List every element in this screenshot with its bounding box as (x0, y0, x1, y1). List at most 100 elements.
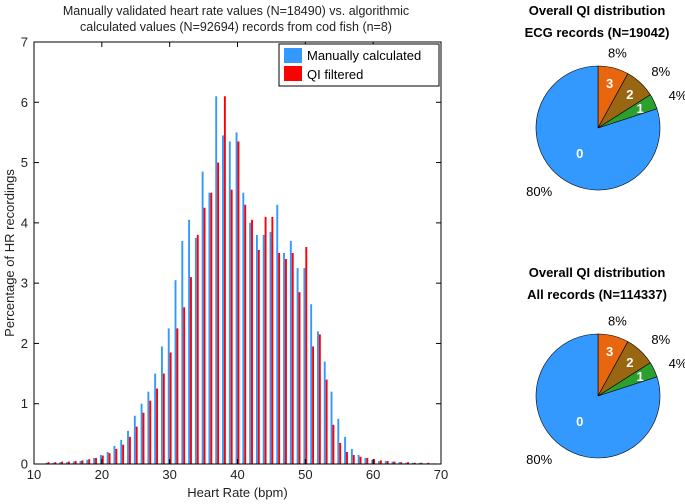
x-tick-label: 30 (162, 467, 176, 482)
y-tick-label: 1 (21, 396, 28, 411)
bar-qi-filtered (251, 219, 253, 464)
pie-subtitle: ECG records (N=19042) (525, 25, 670, 40)
bar-manually-calculated (188, 219, 191, 464)
bar-manually-calculated (66, 462, 68, 464)
pie-percent-label: 4% (669, 88, 685, 103)
pie-slice-label: 2 (626, 87, 633, 102)
bar-qi-filtered (230, 189, 233, 464)
bar-qi-filtered (81, 460, 84, 464)
bar-manually-calculated (120, 439, 123, 464)
x-tick-label: 50 (298, 467, 312, 482)
pie-percent-label: 8% (608, 313, 627, 328)
bar-manually-calculated (174, 280, 177, 464)
bar-manually-calculated (296, 268, 299, 464)
pie-slice-label: 2 (626, 355, 633, 370)
bar-qi-filtered (135, 426, 138, 464)
bar-manually-calculated (52, 462, 55, 464)
bar-qi-filtered (278, 253, 281, 464)
bar-qi-filtered (190, 277, 192, 464)
bar-qi-filtered (413, 462, 416, 464)
bar-qi-filtered (169, 352, 172, 464)
bar-manually-calculated (249, 222, 252, 464)
bar-qi-filtered (47, 462, 50, 464)
pie-slices: 3 8% 2 8% 1 4% 0 80% (526, 45, 685, 199)
pie-title: Overall QI distribution (529, 3, 666, 18)
bar-manually-calculated (276, 204, 279, 464)
y-tick-label: 5 (21, 155, 28, 170)
bar-manually-calculated (330, 391, 333, 464)
bar-manually-calculated (303, 268, 306, 464)
bar-manually-calculated (235, 132, 238, 464)
bar-qi-filtered (237, 141, 240, 464)
bar-qi-filtered (427, 462, 430, 464)
bar-manually-calculated (283, 253, 285, 464)
bar-qi-filtered (101, 455, 104, 464)
histogram-title-line-2: calculated values (N=92694) records from… (80, 20, 392, 34)
bar-qi-filtered (400, 462, 403, 464)
bar-qi-filtered (217, 162, 220, 464)
bar-manually-calculated (181, 240, 184, 464)
bar-manually-calculated (269, 231, 272, 464)
bar-qi-filtered (284, 259, 287, 464)
y-tick-label: 7 (21, 35, 28, 50)
bar-qi-filtered (67, 461, 70, 464)
bar-manually-calculated (99, 454, 102, 464)
bar-manually-calculated (310, 304, 313, 464)
bar-qi-filtered (305, 246, 308, 464)
bar-qi-filtered (108, 453, 111, 464)
bar-qi-filtered (142, 412, 145, 464)
bar-manually-calculated (289, 240, 292, 464)
pie-slices: 3 8% 2 8% 1 4% 0 80% (526, 313, 685, 467)
bar-qi-filtered (352, 454, 355, 464)
pie-percent-label: 80% (526, 184, 552, 199)
legend-box (278, 43, 440, 87)
x-tick-label: 60 (366, 467, 380, 482)
bar-manually-calculated (86, 459, 89, 464)
bar-manually-calculated (317, 331, 319, 464)
bar-qi-filtered (210, 192, 213, 464)
bar-qi-filtered (386, 460, 389, 464)
bar-manually-calculated (113, 445, 116, 464)
bar-qi-filtered (264, 216, 267, 464)
bar-manually-calculated (140, 403, 143, 464)
bar-manually-calculated (262, 234, 265, 464)
x-tick-label: 10 (27, 467, 41, 482)
axes: 10 20 30 40 50 60 70 0 1 2 3 4 5 6 7 (21, 35, 448, 483)
pie-slice-0 (535, 65, 661, 191)
pie-slice-label: 0 (576, 414, 583, 429)
pie-slice-label: 1 (636, 101, 643, 116)
bar-qi-filtered (244, 204, 247, 464)
bar-qi-filtered (128, 436, 131, 464)
pie-title: Overall QI distribution (529, 265, 666, 280)
bar-qi-filtered (122, 444, 125, 464)
legend-label-manually-calculated: Manually calculated (307, 48, 421, 63)
bar-qi-filtered (196, 234, 199, 464)
bar-manually-calculated (418, 462, 421, 464)
bar-qi-filtered (271, 216, 274, 464)
bar-qi-filtered (373, 459, 376, 464)
bar-qi-filtered (183, 307, 186, 464)
bar-manually-calculated (344, 436, 347, 464)
bar-qi-filtered (95, 457, 97, 464)
bar-qi-filtered (339, 442, 342, 464)
bar-manually-calculated (323, 361, 326, 464)
pie-percent-label: 80% (526, 452, 552, 467)
pie-slice-0 (535, 333, 661, 459)
bar-manually-calculated (72, 461, 75, 464)
pie-chart-all-records: Overall QI distribution All records (N=1… (526, 265, 685, 467)
bar-qi-filtered (203, 207, 206, 465)
histogram-title-line-1: Manually validated heart rate values (N=… (63, 4, 409, 18)
bar-manually-calculated (154, 373, 157, 464)
bar-qi-filtered (54, 462, 57, 464)
bar-qi-filtered (176, 328, 179, 464)
legend-swatch-qi-filtered (284, 66, 302, 81)
bar-manually-calculated (93, 457, 96, 464)
bar-qi-filtered (298, 292, 301, 464)
bar-manually-calculated (242, 192, 245, 464)
bar-manually-calculated (160, 346, 163, 464)
bar-manually-calculated (222, 135, 224, 464)
y-axis-label: Percentage of HR recordings (2, 169, 17, 337)
bar-qi-filtered (223, 96, 226, 464)
y-tick-label: 4 (21, 215, 28, 230)
